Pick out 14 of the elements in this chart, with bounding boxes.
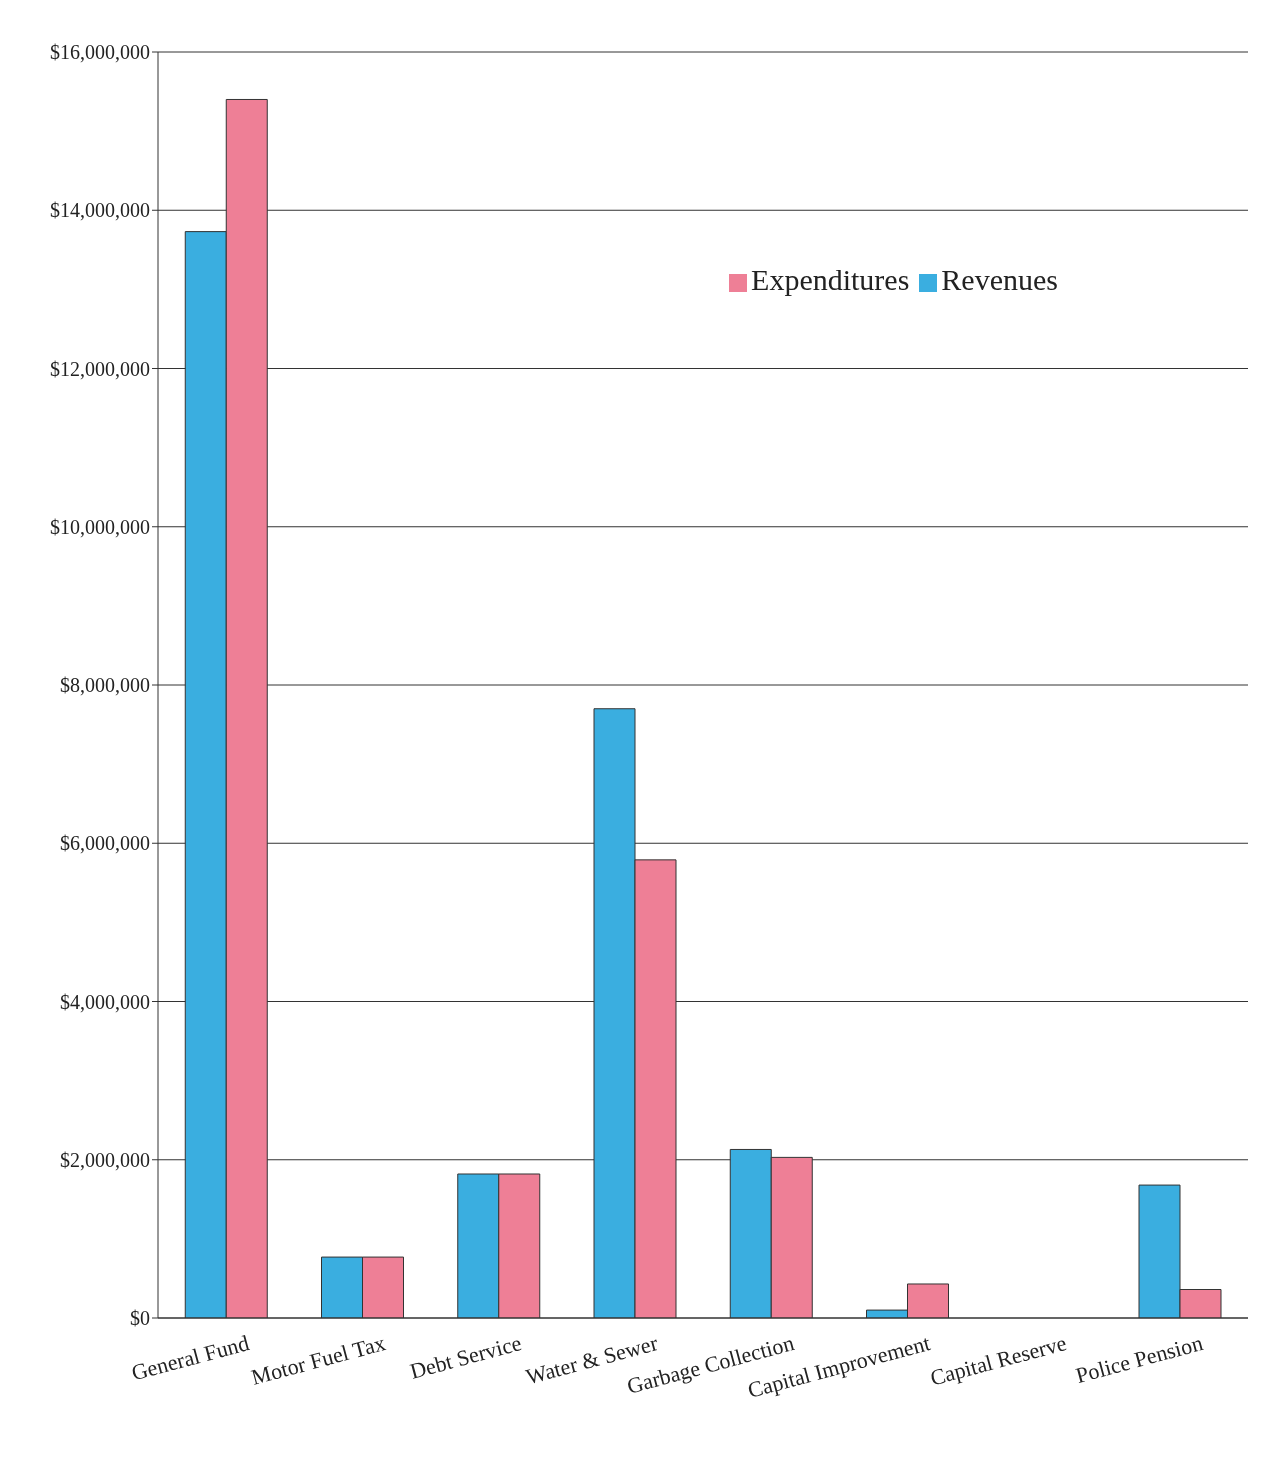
legend-label: Revenues xyxy=(941,263,1058,296)
y-tick-label: $12,000,000 xyxy=(50,357,150,380)
x-tick-label: Debt Service xyxy=(407,1330,525,1384)
x-tick-label: Police Pension xyxy=(1073,1330,1206,1388)
x-tick-label: General Fund xyxy=(128,1330,252,1386)
y-tick-label: $6,000,000 xyxy=(60,832,150,855)
y-tick-label: $0 xyxy=(130,1307,150,1330)
y-tick-label: $4,000,000 xyxy=(60,990,150,1013)
legend-label: Expenditures xyxy=(751,263,910,296)
y-tick-label: $10,000,000 xyxy=(50,515,150,538)
y-tick-label: $8,000,000 xyxy=(60,674,150,697)
y-tick-label: $14,000,000 xyxy=(50,199,150,222)
y-tick-label: $2,000,000 xyxy=(60,1148,150,1171)
y-tick-label: $16,000,000 xyxy=(50,41,150,64)
